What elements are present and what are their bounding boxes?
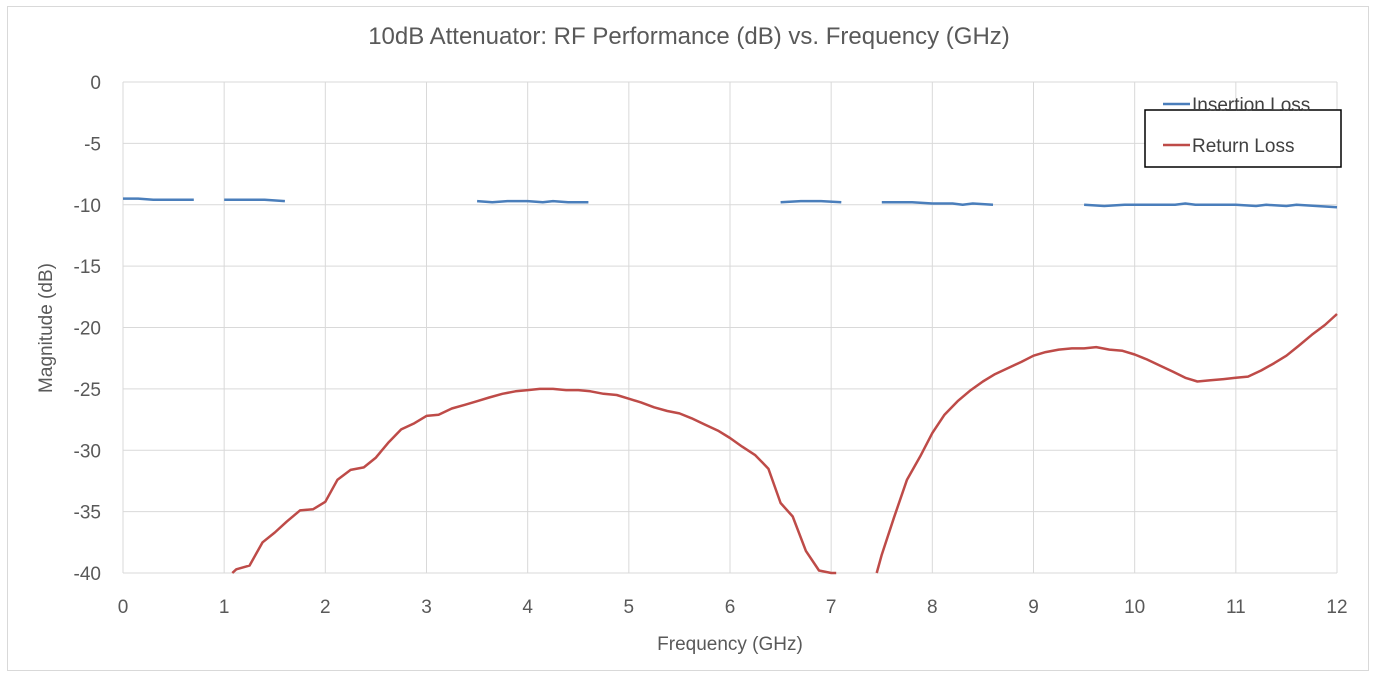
legend-label-insertion-loss: Insertion Loss: [1192, 95, 1310, 116]
chart-frame: [7, 6, 1369, 671]
series-line-0-9: [780, 199, 842, 204]
x-tick-label: 8: [927, 597, 938, 618]
x-tick-label: 10: [1124, 597, 1145, 618]
chart-title: 10dB Attenuator: RF Performance (dB) vs.…: [368, 23, 1010, 50]
series-line-0-5: [477, 199, 589, 204]
x-tick-label: 2: [320, 597, 331, 618]
x-tick-label: 11: [1226, 597, 1246, 618]
legend-box: [1144, 109, 1342, 168]
series-line-1-1: [875, 313, 1338, 574]
y-tick-label: -30: [74, 441, 101, 462]
x-tick-label: 4: [522, 597, 533, 618]
y-tick-label: -35: [74, 503, 101, 524]
x-tick-label: 12: [1326, 597, 1347, 618]
y-axis-ticks: 0 -5 -10 -15 -20 -25 -30 -35 -40: [74, 73, 101, 585]
y-axis-label: Magnitude (dB): [36, 263, 57, 393]
x-tick-label: 1: [219, 597, 230, 618]
y-tick-label: -15: [74, 257, 101, 278]
series-line-0-10: [881, 201, 994, 207]
x-axis-label: Frequency (GHz): [657, 634, 803, 655]
series-line-0-1: [224, 198, 285, 203]
y-tick-label: -10: [74, 196, 101, 217]
x-tick-label: 3: [421, 597, 432, 618]
y-tick-label: -40: [74, 564, 101, 585]
series-line-0-0: [123, 197, 194, 202]
y-tick-label: -20: [74, 319, 101, 340]
x-tick-label: 6: [725, 597, 736, 618]
x-tick-label: 7: [826, 597, 837, 618]
series-group: [123, 197, 1338, 575]
y-tick-label: -25: [74, 380, 101, 401]
y-tick-label: -5: [84, 134, 101, 155]
series-line-1-0: [231, 387, 837, 575]
series-line-0-12: [1084, 202, 1338, 209]
legend-label-return-loss: Return Loss: [1192, 136, 1294, 157]
x-tick-label: 9: [1028, 597, 1039, 618]
legend: Insertion Loss Return Loss: [1144, 95, 1342, 168]
x-axis-ticks: 0 1 2 3 4 5 6 7 8 9 10 11 12: [118, 597, 1348, 618]
x-tick-label: 5: [624, 597, 635, 618]
y-tick-label: 0: [90, 73, 101, 94]
x-tick-label: 0: [118, 597, 129, 618]
